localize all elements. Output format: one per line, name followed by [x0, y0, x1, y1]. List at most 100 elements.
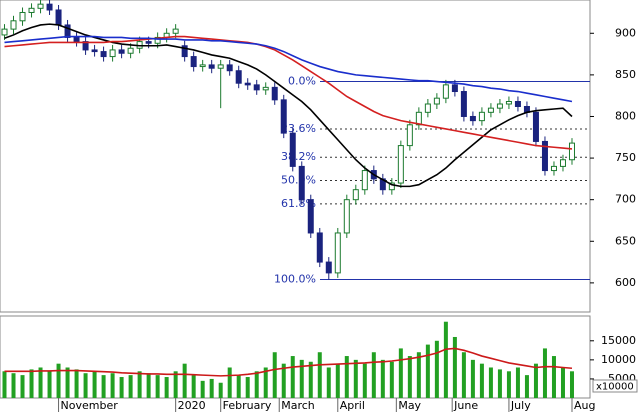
candle-body [433, 97, 440, 105]
volume-bar [164, 377, 169, 398]
volume-bar [344, 356, 349, 398]
candle-body [46, 3, 53, 11]
volume-bar [461, 352, 466, 398]
volume-bar [272, 352, 277, 398]
candle-body [262, 86, 269, 91]
candle-body [478, 111, 485, 122]
x-tick-label: April [340, 399, 365, 412]
volume-bar [2, 371, 7, 398]
volume-bar [155, 375, 160, 398]
volume-bar [20, 375, 25, 398]
candle-body [235, 70, 242, 84]
candle-body [145, 41, 152, 44]
x-tick-label: February [223, 399, 272, 412]
volume-bar [290, 356, 295, 398]
candle-body [154, 36, 161, 44]
candle-body [253, 84, 260, 91]
fib-label: 0.0% [288, 75, 316, 88]
volume-bar [551, 356, 556, 398]
y-tick-label: 600 [615, 276, 636, 289]
candle-body [109, 49, 116, 58]
candle-body [343, 199, 350, 234]
moving-average [4, 35, 573, 150]
candle-body [217, 64, 224, 69]
volume-bar [146, 373, 151, 398]
x-tick-label: May [398, 399, 421, 412]
candle-body [559, 159, 566, 167]
volume-bar [398, 348, 403, 398]
x-tick-label: July [510, 399, 531, 412]
volume-bar [254, 371, 259, 398]
volume-bar [425, 344, 430, 398]
candle-body [469, 115, 476, 122]
y-tick-label: 15000 [601, 334, 636, 347]
candle-body [442, 84, 449, 99]
volume-bar [218, 382, 223, 398]
volume-bar [11, 373, 16, 398]
volume-bar [371, 352, 376, 398]
candle-body [280, 99, 287, 134]
candle-body [271, 86, 278, 101]
y-tick-label: 800 [615, 109, 636, 122]
candle-body [118, 49, 125, 54]
fib-label: 38.2% [281, 150, 316, 163]
candle-body [550, 165, 557, 172]
candle-body [388, 182, 395, 191]
volume-bar [236, 375, 241, 398]
fib-label: 50.0% [281, 174, 316, 187]
candle-body [91, 49, 98, 53]
candle-body [55, 9, 62, 26]
volume-bar [335, 363, 340, 398]
volume-bar [83, 373, 88, 398]
volume-bar [119, 377, 124, 398]
volume-bar [533, 363, 538, 398]
volume-bar [128, 375, 133, 398]
candle-body [568, 142, 575, 161]
volume-bar [362, 363, 367, 398]
volume-bar [245, 377, 250, 398]
volume-bar [209, 378, 214, 398]
candle-body [289, 132, 296, 167]
x-tick-label: November [61, 399, 119, 412]
candle-body [64, 24, 71, 38]
volume-bar [407, 356, 412, 398]
volume-bar [542, 348, 547, 398]
candle-body [424, 103, 431, 113]
volume-bar [92, 371, 97, 398]
candle-body [334, 232, 341, 274]
candle-body [190, 56, 197, 68]
volume-bar [308, 361, 313, 398]
y-tick-label: 10000 [601, 353, 636, 366]
moving-average [4, 35, 573, 103]
volume-bar [353, 359, 358, 398]
volume-bar [38, 367, 43, 398]
candle-body [541, 140, 548, 172]
candle-body [208, 64, 215, 69]
candle-body [505, 101, 512, 105]
volume-bar [479, 363, 484, 398]
candle-body [82, 41, 89, 51]
volume-bar [137, 371, 142, 398]
candle-body [226, 64, 233, 72]
volume-bar [65, 367, 70, 398]
volume-bar [560, 367, 565, 398]
volume-bar [380, 359, 385, 398]
volume-bar [191, 375, 196, 398]
fib-label: 100.0% [274, 273, 316, 286]
volume-bar [56, 363, 61, 398]
volume-bar [515, 367, 520, 398]
volume-bar [101, 375, 106, 398]
candle-body [28, 7, 35, 13]
candle-body [487, 107, 494, 113]
volume-bar [470, 359, 475, 398]
candle-body [100, 51, 107, 58]
volume-bar [281, 363, 286, 398]
candle-body [316, 232, 323, 263]
volume-bar [569, 371, 574, 398]
volume-bar [389, 361, 394, 398]
x-tick-label: 2020 [178, 399, 206, 412]
y-tick-label: 900 [615, 26, 636, 39]
fib-label: 61.8% [281, 197, 316, 210]
unit-label: x10000 [596, 382, 634, 393]
volume-bar [74, 369, 79, 398]
